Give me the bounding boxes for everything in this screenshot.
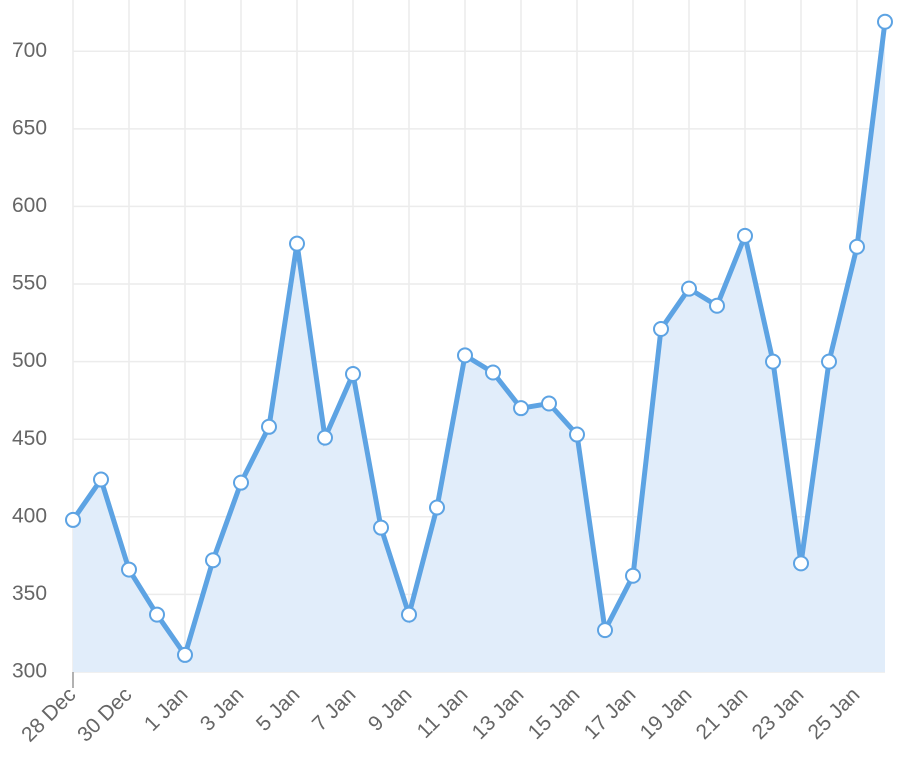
y-tick-label: 700 (12, 39, 47, 62)
point (289, 235, 305, 252)
point (373, 519, 389, 536)
point (541, 395, 557, 412)
point (737, 227, 753, 244)
point (177, 646, 193, 663)
x-tick-label: 5 Jan (252, 683, 305, 736)
x-tick-label: 21 Jan (692, 683, 753, 744)
point (93, 471, 109, 488)
x-tick-label: 11 Jan (413, 683, 473, 743)
point (569, 426, 585, 443)
x-tick-label: 25 Jan (804, 683, 865, 744)
x-tick-label: 30 Dec (73, 683, 136, 746)
x-tick-label: 9 Jan (364, 683, 417, 736)
x-tick-label: 13 Jan (468, 683, 529, 744)
x-tick-label: 3 Jan (196, 683, 249, 736)
y-tick-label: 400 (12, 504, 47, 527)
point (149, 606, 165, 623)
y-tick-label: 550 (12, 272, 47, 295)
y-tick-label: 600 (12, 194, 47, 217)
point (513, 400, 529, 417)
y-tick-label: 450 (12, 427, 47, 450)
point (261, 418, 277, 435)
x-tick-label: 15 Jan (524, 683, 585, 744)
x-tick-label: 17 Jan (580, 683, 641, 744)
point (401, 606, 417, 623)
point (877, 13, 893, 30)
point (457, 347, 473, 364)
point (597, 622, 613, 639)
point (429, 499, 445, 516)
point (121, 561, 137, 578)
y-tick-label: 350 (12, 582, 47, 605)
point (205, 552, 221, 569)
x-tick-label: 1 Jan (140, 683, 193, 736)
x-tick-label: 7 Jan (308, 683, 361, 736)
x-tick-label: 19 Jan (636, 683, 697, 744)
point (625, 567, 641, 584)
point (485, 364, 501, 381)
point (709, 297, 725, 314)
point (765, 353, 781, 370)
point (317, 429, 333, 446)
point (345, 366, 361, 383)
x-tick-label: 28 Dec (17, 683, 80, 746)
point (821, 353, 837, 370)
y-tick-label: 300 (12, 660, 47, 683)
point (233, 474, 249, 491)
y-tick-label: 500 (12, 349, 47, 372)
point (65, 511, 81, 528)
y-tick-label: 650 (12, 116, 47, 139)
line (70, 21, 888, 661)
point (653, 321, 669, 338)
point (849, 238, 865, 255)
x-tick-label: 23 Jan (748, 683, 809, 744)
point (681, 280, 697, 297)
point (793, 555, 809, 572)
area (73, 21, 885, 673)
